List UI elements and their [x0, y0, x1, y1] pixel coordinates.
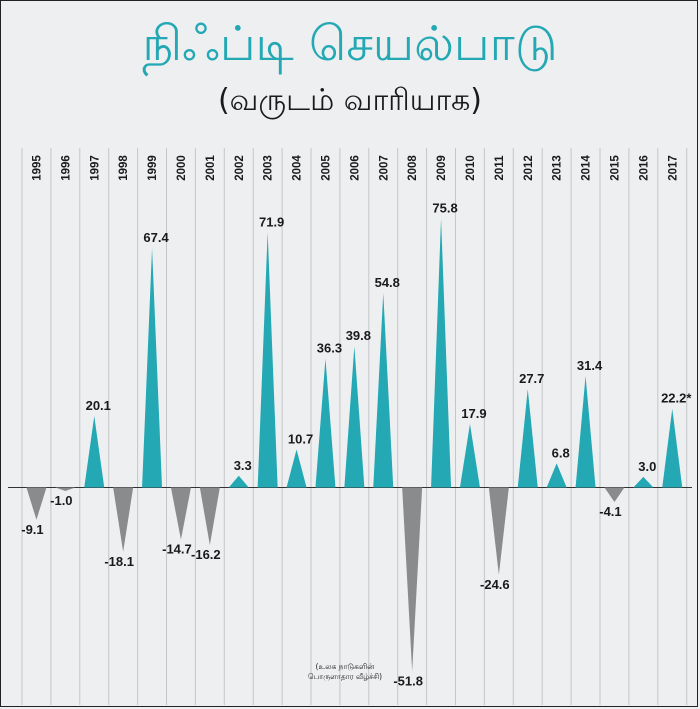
- data-label: 6.8: [552, 445, 570, 460]
- year-tick-label: 2002: [234, 155, 246, 181]
- footnote: (உலக நாடுகளின் பொருளாதார வீழ்ச்சி): [307, 662, 383, 681]
- triangle-bar: [373, 292, 394, 488]
- triangle-bar: [26, 487, 47, 520]
- triangle-bar: [546, 463, 567, 488]
- triangle-bar: [286, 449, 307, 488]
- data-label: 17.9: [461, 406, 486, 421]
- data-label: 31.4: [577, 358, 603, 373]
- data-label: 22.2*: [661, 391, 692, 406]
- triangle-bar: [84, 416, 105, 488]
- chart-subtitle: (வருடம் வாரியாக): [217, 83, 483, 118]
- year-tick-label: 2007: [378, 155, 390, 181]
- chart-title: நிஃப்டி செயல்பாடு: [142, 16, 558, 72]
- data-label: 39.8: [346, 328, 371, 343]
- year-tick-label: 2008: [407, 155, 419, 181]
- triangle-bar: [459, 423, 480, 488]
- year-tick-label: 2013: [552, 155, 564, 181]
- year-tick-label: 2004: [292, 155, 304, 181]
- triangle-bar: [113, 487, 134, 552]
- triangle-bar: [170, 487, 191, 540]
- year-tick-label: 2003: [263, 155, 275, 181]
- data-label: -9.1: [21, 522, 43, 537]
- triangle-bar: [431, 218, 452, 488]
- triangle-bar: [662, 408, 683, 488]
- data-label: -4.1: [599, 504, 621, 519]
- triangle-bar: [604, 487, 625, 503]
- data-label: 20.1: [86, 398, 111, 413]
- triangle-bar: [55, 487, 76, 492]
- data-label: 67.4: [143, 230, 169, 245]
- year-tick-label: 2017: [667, 155, 679, 181]
- data-label: -24.6: [480, 577, 510, 592]
- data-label: 27.7: [519, 371, 544, 386]
- year-tick-label: 1996: [60, 155, 72, 181]
- data-label: 3.3: [234, 458, 252, 473]
- data-label: 75.8: [432, 200, 457, 215]
- data-label: 10.7: [288, 432, 313, 447]
- year-tick-label: 2012: [523, 155, 535, 181]
- data-label: 3.0: [638, 459, 656, 474]
- year-tick-label: 2011: [494, 155, 506, 181]
- triangle-bar: [199, 487, 220, 546]
- year-tick-label: 2006: [349, 155, 361, 181]
- data-label: 71.9: [259, 214, 284, 229]
- year-tick-label: 2005: [320, 155, 332, 181]
- year-tick-label: 2010: [465, 155, 477, 181]
- triangle-bar: [633, 476, 654, 488]
- year-tick-label: 2001: [205, 155, 217, 181]
- year-tick-label: 2009: [436, 155, 448, 181]
- year-tick-label: 2016: [638, 155, 650, 181]
- triangle-bar: [315, 358, 336, 488]
- triangle-bar: [488, 487, 509, 575]
- triangle-bar: [517, 389, 538, 488]
- year-tick-label: 1998: [118, 155, 130, 181]
- triangle-bar: [344, 346, 365, 488]
- triangle-bar: [257, 232, 278, 488]
- triangle-bar: [575, 376, 596, 488]
- year-tick-label: 2000: [176, 155, 188, 181]
- triangle-bar: [142, 248, 163, 488]
- year-tick-label: 2015: [609, 155, 621, 181]
- data-label: 54.8: [375, 275, 400, 290]
- data-label: -1.0: [50, 493, 72, 508]
- data-label: -51.8: [393, 673, 423, 688]
- triangle-bar: [402, 487, 423, 672]
- year-tick-label: 2014: [581, 155, 593, 181]
- triangle-bar: [228, 475, 249, 488]
- year-tick-label: 1995: [31, 155, 43, 181]
- year-tick-label: 1999: [147, 155, 159, 181]
- data-label: -14.7: [162, 542, 192, 557]
- data-label: -16.2: [191, 547, 221, 562]
- data-label: 36.3: [317, 341, 342, 356]
- year-tick-label: 1997: [89, 155, 101, 181]
- data-label: -18.1: [104, 554, 134, 569]
